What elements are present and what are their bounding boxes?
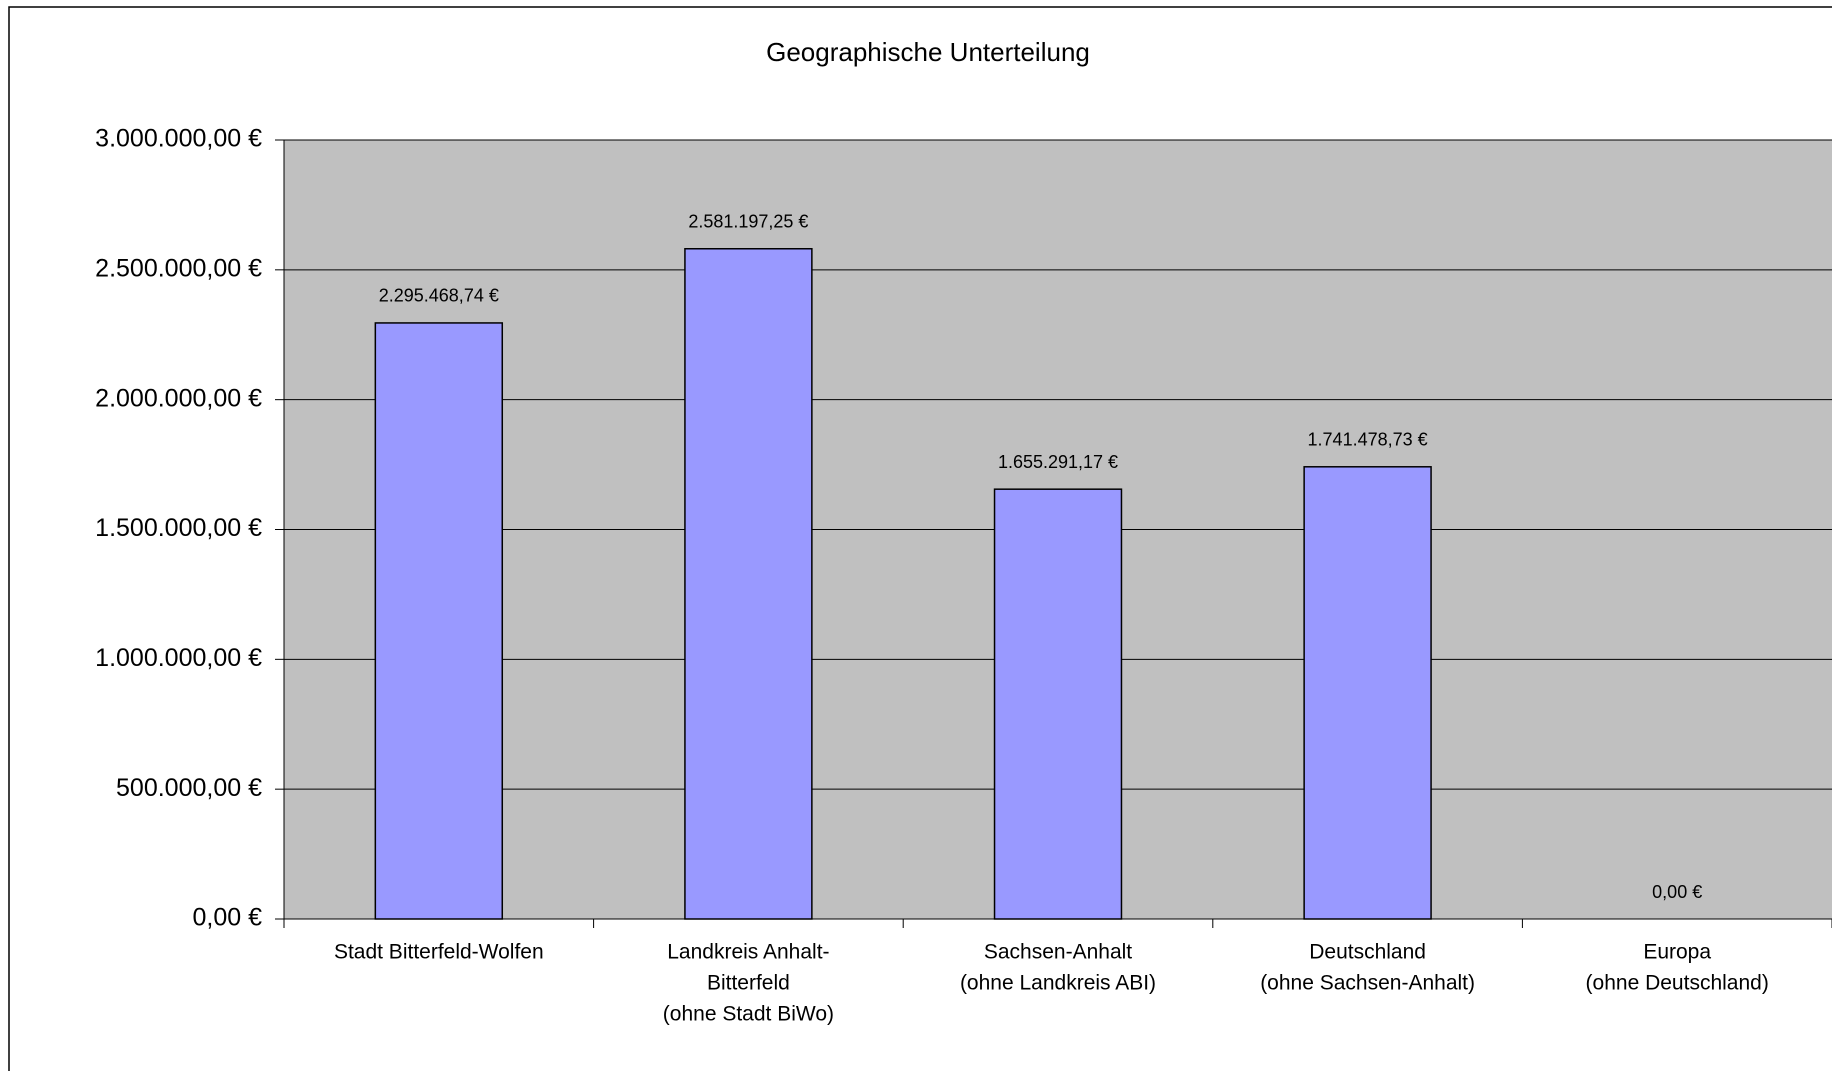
y-tick-label: 500.000,00 €	[116, 774, 262, 802]
y-tick-label: 2.000.000,00 €	[95, 384, 262, 412]
value-label: 0,00 €	[1652, 882, 1702, 902]
bar	[993, 488, 1123, 920]
x-tick-label: (ohne Stadt BiWo)	[663, 1003, 834, 1026]
x-tick-label: Stadt Bitterfeld-Wolfen	[334, 941, 544, 964]
x-tick-label: Bitterfeld	[707, 972, 790, 995]
x-tick-label: Europa	[1643, 941, 1711, 964]
y-tick-label: 1.500.000,00 €	[95, 514, 262, 542]
x-tick-label: Deutschland	[1309, 941, 1426, 964]
y-tick-label: 0,00 €	[192, 904, 262, 932]
bar	[1303, 466, 1432, 920]
value-label: 2.581.197,25 €	[688, 211, 808, 231]
bar	[374, 322, 504, 920]
chart-title: Geographische Unterteilung	[766, 37, 1090, 67]
x-tick-label: (ohne Deutschland)	[1586, 972, 1769, 995]
y-tick-label: 3.000.000,00 €	[95, 125, 262, 153]
x-tick-label: (ohne Landkreis ABI)	[960, 972, 1156, 995]
value-label: 1.655.291,17 €	[998, 452, 1118, 472]
y-tick-label: 2.500.000,00 €	[95, 254, 262, 282]
value-label: 1.741.478,73 €	[1308, 430, 1428, 450]
x-tick-label: Landkreis Anhalt-	[667, 941, 829, 964]
x-tick-label: (ohne Sachsen-Anhalt)	[1260, 972, 1475, 995]
y-tick-label: 1.000.000,00 €	[95, 644, 262, 672]
value-label: 2.295.468,74 €	[379, 286, 499, 306]
bar	[684, 247, 813, 920]
x-tick-label: Sachsen-Anhalt	[984, 941, 1132, 964]
